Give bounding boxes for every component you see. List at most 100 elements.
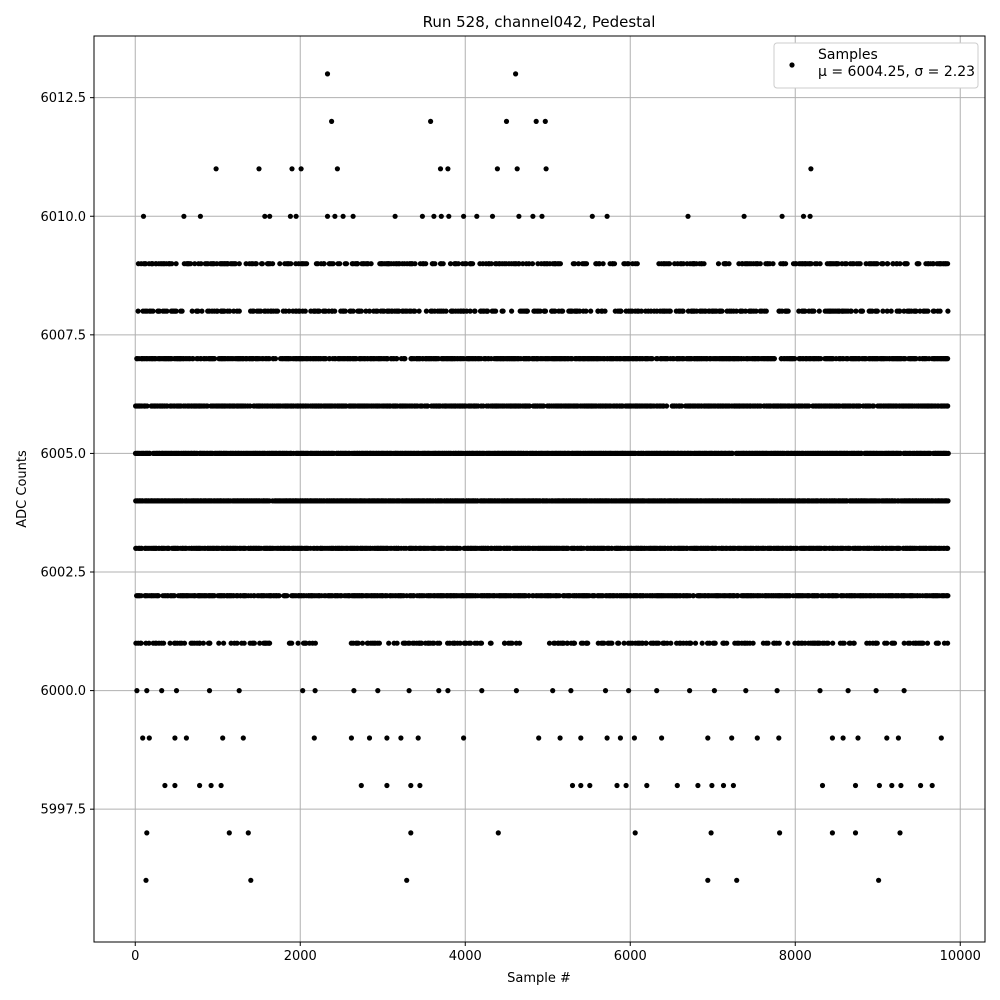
data-point	[330, 261, 336, 267]
data-point	[667, 308, 673, 314]
data-point	[150, 308, 156, 314]
data-point	[719, 308, 725, 314]
data-point	[272, 356, 279, 362]
data-point	[557, 261, 564, 267]
data-point	[945, 261, 951, 267]
data-point	[649, 356, 655, 362]
data-point	[679, 403, 685, 409]
data-point	[618, 308, 624, 314]
data-point	[783, 261, 789, 267]
data-point	[470, 261, 476, 267]
data-point	[416, 308, 422, 314]
data-point	[350, 308, 356, 314]
data-point	[715, 261, 722, 267]
data-point	[541, 403, 547, 409]
data-point	[302, 308, 308, 314]
data-point	[726, 261, 732, 267]
data-point	[342, 308, 348, 314]
data-point	[817, 261, 823, 267]
data-point	[542, 308, 549, 314]
data-point	[443, 308, 449, 314]
data-point	[771, 356, 778, 362]
data-point	[236, 308, 242, 314]
data-point	[583, 261, 590, 267]
data-point	[701, 261, 707, 267]
data-point	[857, 261, 863, 267]
data-point	[945, 450, 951, 456]
data-point	[358, 308, 364, 314]
data-point	[144, 403, 150, 409]
data-point	[423, 261, 429, 267]
data-point	[425, 403, 431, 409]
data-point	[288, 261, 294, 267]
data-point	[945, 593, 951, 599]
data-point	[600, 261, 606, 267]
data-point	[770, 261, 776, 267]
data-point	[945, 403, 951, 409]
data-point	[916, 261, 922, 267]
data-point	[897, 261, 903, 267]
data-point	[276, 593, 282, 599]
data-point	[270, 261, 276, 267]
data-point	[343, 261, 350, 267]
data-point	[432, 261, 438, 267]
data-point	[412, 261, 418, 267]
data-point	[423, 308, 429, 314]
data-point	[583, 308, 589, 314]
data-point	[611, 261, 618, 267]
data-point	[173, 308, 179, 314]
data-point	[500, 308, 506, 314]
data-point	[266, 356, 272, 362]
data-point	[526, 403, 533, 409]
data-point	[757, 261, 763, 267]
data-point	[763, 308, 769, 314]
data-point	[236, 261, 242, 267]
data-point	[394, 356, 400, 362]
data-point	[259, 261, 265, 267]
data-point	[253, 261, 259, 267]
data-point	[806, 403, 812, 409]
data-point	[913, 356, 919, 362]
data-point	[680, 308, 686, 314]
data-point	[332, 308, 338, 314]
data-point	[588, 308, 594, 314]
data-point	[509, 308, 515, 314]
data-point	[664, 403, 670, 409]
data-point	[472, 308, 478, 314]
data-point	[818, 356, 824, 362]
data-point	[284, 593, 290, 599]
chart-title: Run 528, channel042, Pedestal	[423, 13, 656, 31]
data-point	[173, 261, 179, 267]
data-point	[524, 308, 531, 314]
data-point	[529, 261, 536, 267]
data-point	[871, 403, 877, 409]
data-point	[485, 308, 491, 314]
data-point	[179, 308, 185, 314]
data-point	[212, 356, 218, 362]
data-point	[337, 261, 343, 267]
data-point	[904, 261, 910, 267]
data-point	[885, 261, 891, 267]
data-point	[945, 545, 951, 551]
data-point	[135, 308, 141, 314]
data-point	[275, 308, 281, 314]
data-points	[132, 71, 951, 883]
data-point	[945, 356, 951, 362]
data-point	[321, 261, 327, 267]
data-point	[247, 403, 253, 409]
data-point	[792, 356, 798, 362]
data-point	[440, 261, 446, 267]
data-point	[190, 356, 196, 362]
data-point	[634, 261, 640, 267]
data-point	[402, 356, 408, 362]
data-point	[277, 261, 283, 267]
data-point	[945, 498, 951, 504]
data-point	[729, 450, 736, 456]
data-point	[493, 308, 499, 314]
data-point	[304, 261, 310, 267]
data-point	[560, 308, 566, 314]
data-point	[602, 308, 608, 314]
data-point	[199, 308, 205, 314]
data-point	[368, 261, 374, 267]
